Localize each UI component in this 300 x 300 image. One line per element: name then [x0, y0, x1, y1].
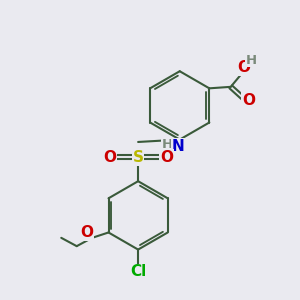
Text: N: N — [172, 139, 184, 154]
Text: Cl: Cl — [130, 264, 147, 279]
Text: O: O — [237, 60, 250, 75]
Text: H: H — [246, 54, 257, 67]
Text: H: H — [161, 138, 172, 151]
Text: O: O — [242, 93, 255, 108]
Text: O: O — [160, 150, 173, 165]
Text: O: O — [103, 150, 116, 165]
Text: S: S — [133, 150, 144, 165]
Text: O: O — [80, 225, 93, 240]
